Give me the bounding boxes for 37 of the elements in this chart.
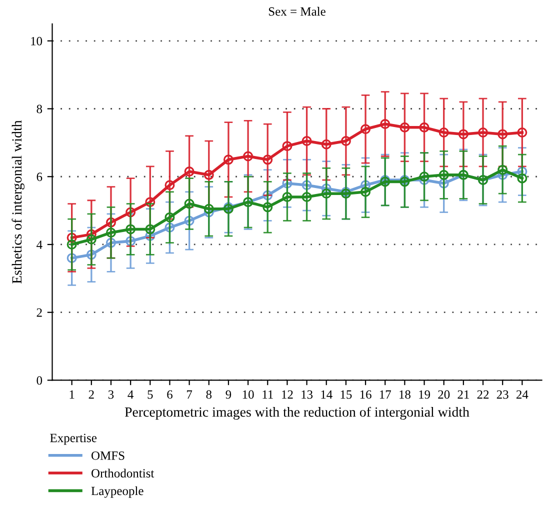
x-tick-label: 14 bbox=[321, 390, 332, 399]
legend-title: Expertise bbox=[50, 434, 97, 445]
x-tick-label: 19 bbox=[419, 390, 430, 399]
y-axis-title: Esthetics of intergonial width bbox=[12, 120, 24, 284]
legend-label: Laypeople bbox=[91, 486, 144, 498]
y-tick-label: 8 bbox=[36, 104, 42, 114]
y-tick-label: 6 bbox=[36, 172, 42, 182]
x-tick-label: 5 bbox=[148, 390, 153, 399]
x-tick-label: 22 bbox=[477, 390, 489, 399]
y-tick-label: 2 bbox=[36, 308, 42, 317]
x-tick-label: 15 bbox=[340, 390, 352, 399]
x-tick-label: 17 bbox=[380, 390, 391, 399]
x-tick-label: 23 bbox=[496, 390, 508, 399]
x-tick-label: 2 bbox=[88, 390, 94, 399]
x-tick-label: 21 bbox=[458, 390, 469, 399]
x-tick-label: 18 bbox=[400, 390, 410, 399]
x-tick-label: 1 bbox=[70, 390, 74, 399]
legend-label: Orthodontist bbox=[92, 468, 154, 478]
x-tick-label: 4 bbox=[128, 390, 134, 399]
x-tick-label: 12 bbox=[282, 390, 293, 399]
x-tick-label: 10 bbox=[242, 390, 254, 399]
legend-label: OMFS bbox=[92, 451, 124, 460]
x-tick-label: 13 bbox=[302, 390, 313, 399]
x-tick-label: 16 bbox=[360, 390, 372, 399]
x-tick-label: 7 bbox=[187, 390, 192, 399]
x-tick-label: 20 bbox=[438, 390, 450, 399]
x-tick-label: 3 bbox=[108, 390, 114, 399]
x-tick-label: 24 bbox=[516, 390, 528, 399]
x-tick-label: 6 bbox=[167, 390, 172, 399]
y-tick-label: 10 bbox=[31, 36, 42, 46]
x-tick-label: 9 bbox=[226, 390, 232, 399]
x-tick-label: 11 bbox=[262, 390, 273, 399]
y-tick-label: 0 bbox=[36, 376, 42, 385]
chart-title: Sex = Male bbox=[268, 6, 326, 16]
x-axis-title: Perceptometric images with the reduction of intergonial width bbox=[124, 406, 470, 420]
x-tick-label: 8 bbox=[206, 390, 212, 399]
y-tick-label: 4 bbox=[36, 240, 42, 249]
